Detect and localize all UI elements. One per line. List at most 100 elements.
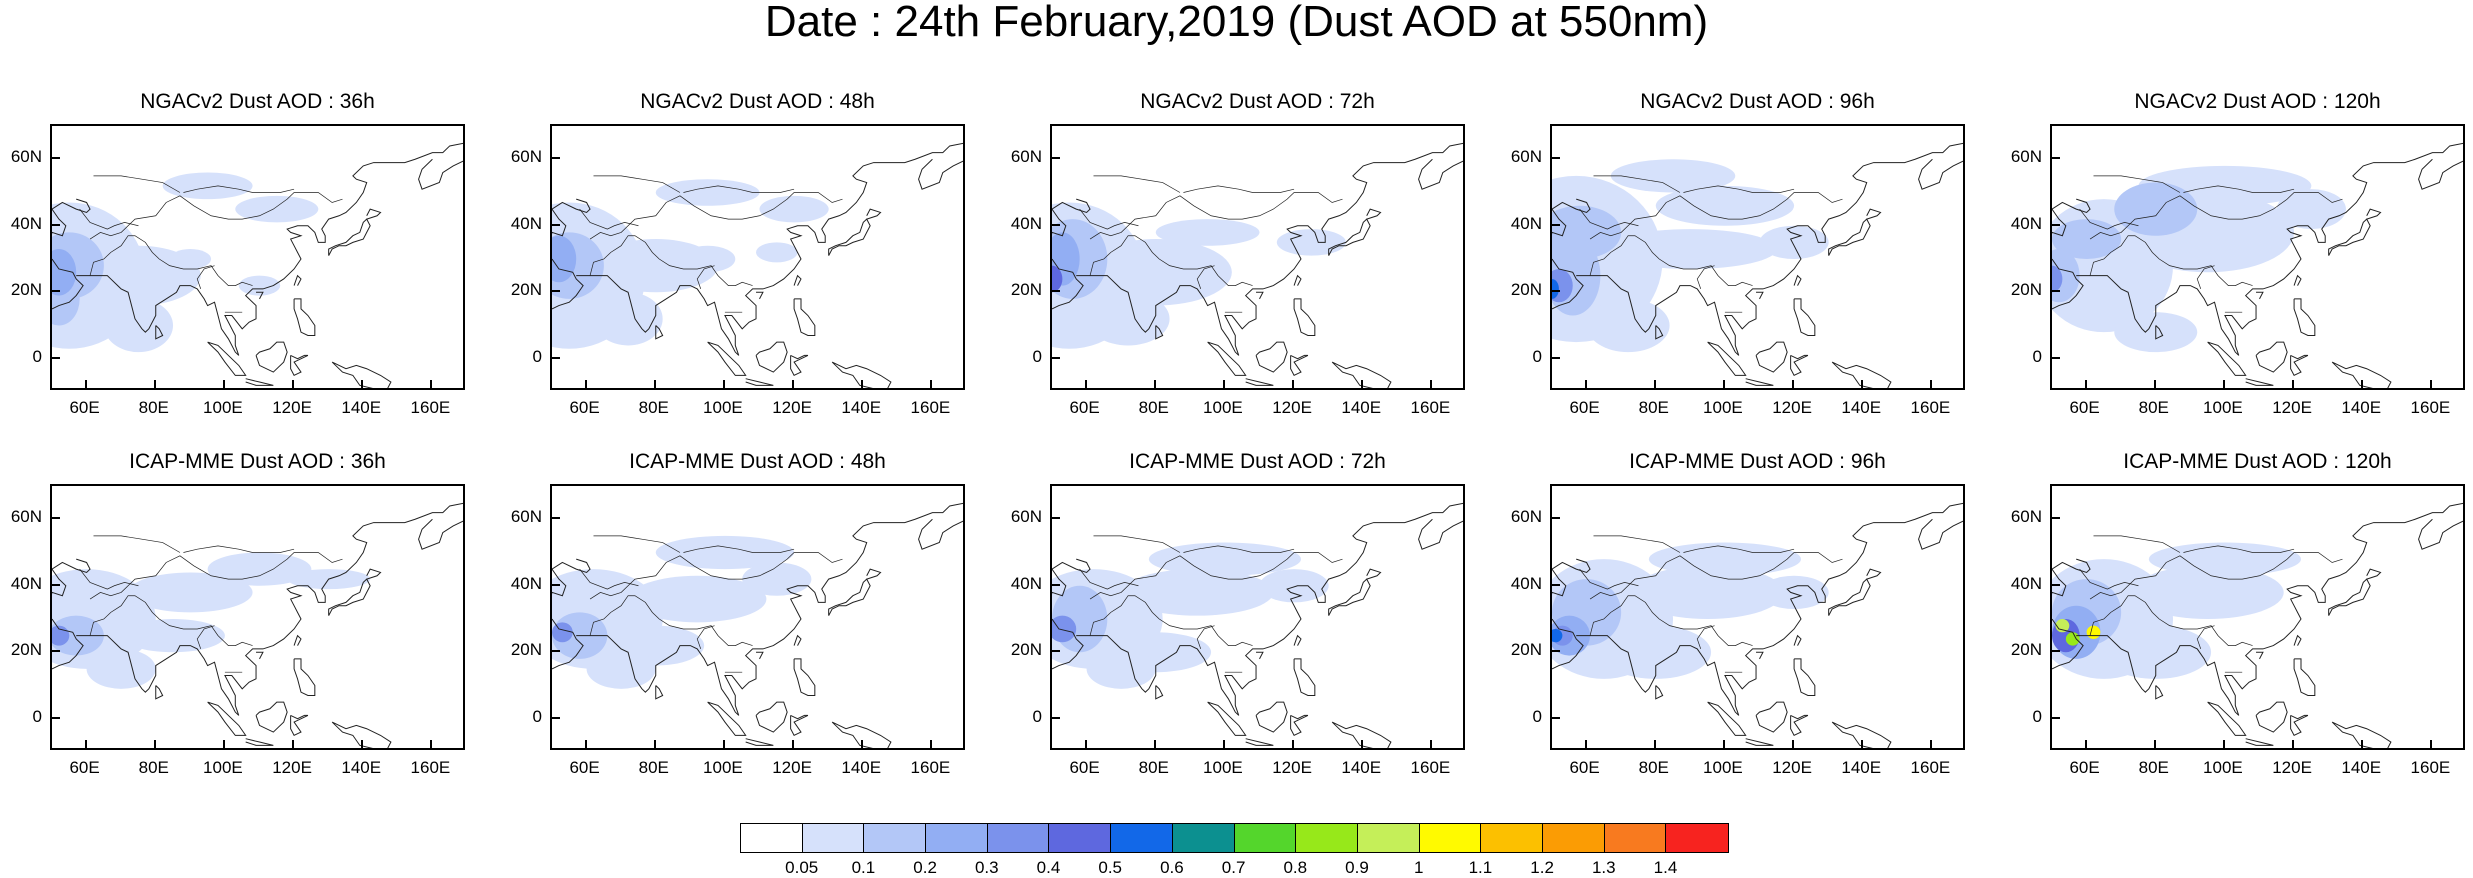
coastline [1589, 192, 1843, 240]
coastline [2089, 595, 2253, 646]
lon-tick-label: 60E [69, 758, 100, 777]
coastline [2052, 258, 2084, 310]
lon-tick-label: 100E [1203, 398, 1243, 417]
lon-tick-label: 100E [1703, 758, 1743, 777]
coastline [183, 185, 295, 193]
lon-tick-label: 160E [1410, 758, 1451, 777]
panel-title: NGACv2 Dust AOD : 72h [1140, 90, 1375, 113]
coastline [2290, 354, 2309, 377]
coastline [683, 545, 795, 553]
coastline [1052, 258, 1084, 310]
lon-tick-label: 140E [1841, 758, 1882, 777]
coastline [1256, 291, 1264, 300]
lon-tick-label: 80E [1138, 398, 1169, 417]
coastline [2155, 325, 2164, 340]
lon-tick [1722, 740, 1725, 748]
lat-tick-label: 0 [1532, 346, 1542, 366]
coastline [866, 208, 882, 220]
coastline [1707, 341, 1747, 376]
colorbar-label: 0.7 [1221, 858, 1246, 877]
lon-tick-label: 160E [410, 398, 451, 417]
lon-tick [84, 380, 87, 388]
lon-tick-label: 140E [2341, 758, 2382, 777]
lat-tick-label: 60N [10, 507, 42, 527]
dust-aod-region [1052, 615, 1077, 643]
coastline [1079, 208, 1139, 230]
coastline [1828, 218, 1871, 256]
dust-aod-map [1552, 142, 1963, 388]
lat-tick-label: 40N [510, 213, 542, 233]
coastline [1290, 354, 1309, 377]
coastline [1293, 658, 1316, 696]
dust-aod-region [1121, 569, 1274, 616]
dust-aod-region [628, 575, 767, 623]
lon-tick-label: 80E [1638, 398, 1669, 417]
coastline [1366, 208, 1382, 220]
colorbar-swatch [741, 824, 803, 852]
lat-tick-label: 20N [10, 640, 42, 660]
coastline [207, 341, 247, 376]
panel-title: NGACv2 Dust AOD : 48h [640, 90, 875, 113]
coastline [793, 658, 816, 696]
colorbar-label: 1 [1413, 858, 1424, 877]
coastline [576, 142, 963, 356]
coastline [655, 325, 664, 340]
coastline [2331, 721, 2392, 748]
lon-tick-label: 120E [1272, 398, 1312, 417]
lat-tick-label: 0 [2032, 346, 2042, 366]
lat-tick [52, 583, 60, 586]
dust-aod-region [1148, 542, 1301, 576]
coastline [1745, 378, 1774, 386]
lat-tick [1052, 157, 1060, 160]
coastline [1918, 158, 1963, 190]
map-panel-icap-120: ICAP-MME Dust AOD : 120h 60N 40N 20N 0 60E 80E… [2011, 450, 2465, 777]
lon-tick-label: 160E [410, 758, 451, 777]
coastline [1331, 361, 1392, 388]
dust-aod-region [2052, 249, 2080, 303]
lon-tick-label: 160E [910, 758, 951, 777]
coastline [2155, 685, 2164, 700]
coastline [1183, 545, 1295, 553]
lat-tick [552, 650, 560, 653]
coastline [418, 518, 463, 550]
lon-tick-label: 120E [2272, 398, 2312, 417]
lat-tick [552, 716, 560, 719]
colorbar-label: 0.6 [1160, 858, 1184, 877]
coastline [1831, 361, 1892, 388]
coastline [245, 738, 274, 746]
colorbar-swatch [1234, 824, 1297, 852]
dust-aod-region [86, 648, 156, 689]
coastline [1155, 325, 1164, 340]
coastline [1076, 142, 1463, 356]
coastline [2366, 568, 2382, 580]
lon-tick [222, 380, 225, 388]
lon-tick-label: 140E [841, 398, 882, 417]
coastline [589, 235, 753, 286]
coastline [2293, 298, 2316, 336]
coastline [579, 568, 639, 590]
lat-tick-label: 20N [510, 280, 542, 300]
coastline [1793, 274, 1802, 286]
lon-tick [2430, 380, 2433, 388]
lat-tick [2052, 223, 2060, 226]
colorbar [740, 823, 1729, 853]
lon-tick-label: 120E [1772, 758, 1812, 777]
lon-tick-label: 140E [1841, 398, 1882, 417]
coastline [366, 208, 382, 220]
coastline [2052, 198, 2091, 237]
coastline [2093, 535, 2181, 553]
lon-tick-label: 160E [2410, 398, 2451, 417]
map-panel-ngac-72: NGACv2 Dust AOD : 72h 60N 40N 20N 0 60E 80E 100… [1011, 90, 1465, 417]
colorbar-label: 0.9 [1345, 858, 1369, 877]
panel-title: NGACv2 Dust AOD : 36h [140, 90, 375, 113]
coastline [2331, 361, 2392, 388]
coastline [589, 552, 843, 600]
dust-aod-region [655, 179, 760, 206]
dust-aod-region [1648, 542, 1801, 576]
coastline [1866, 568, 1882, 580]
lon-tick [430, 380, 433, 388]
coastline [755, 701, 788, 733]
lon-tick-label: 140E [341, 398, 382, 417]
lon-tick [1930, 740, 1933, 748]
lat-tick [1552, 290, 1560, 293]
